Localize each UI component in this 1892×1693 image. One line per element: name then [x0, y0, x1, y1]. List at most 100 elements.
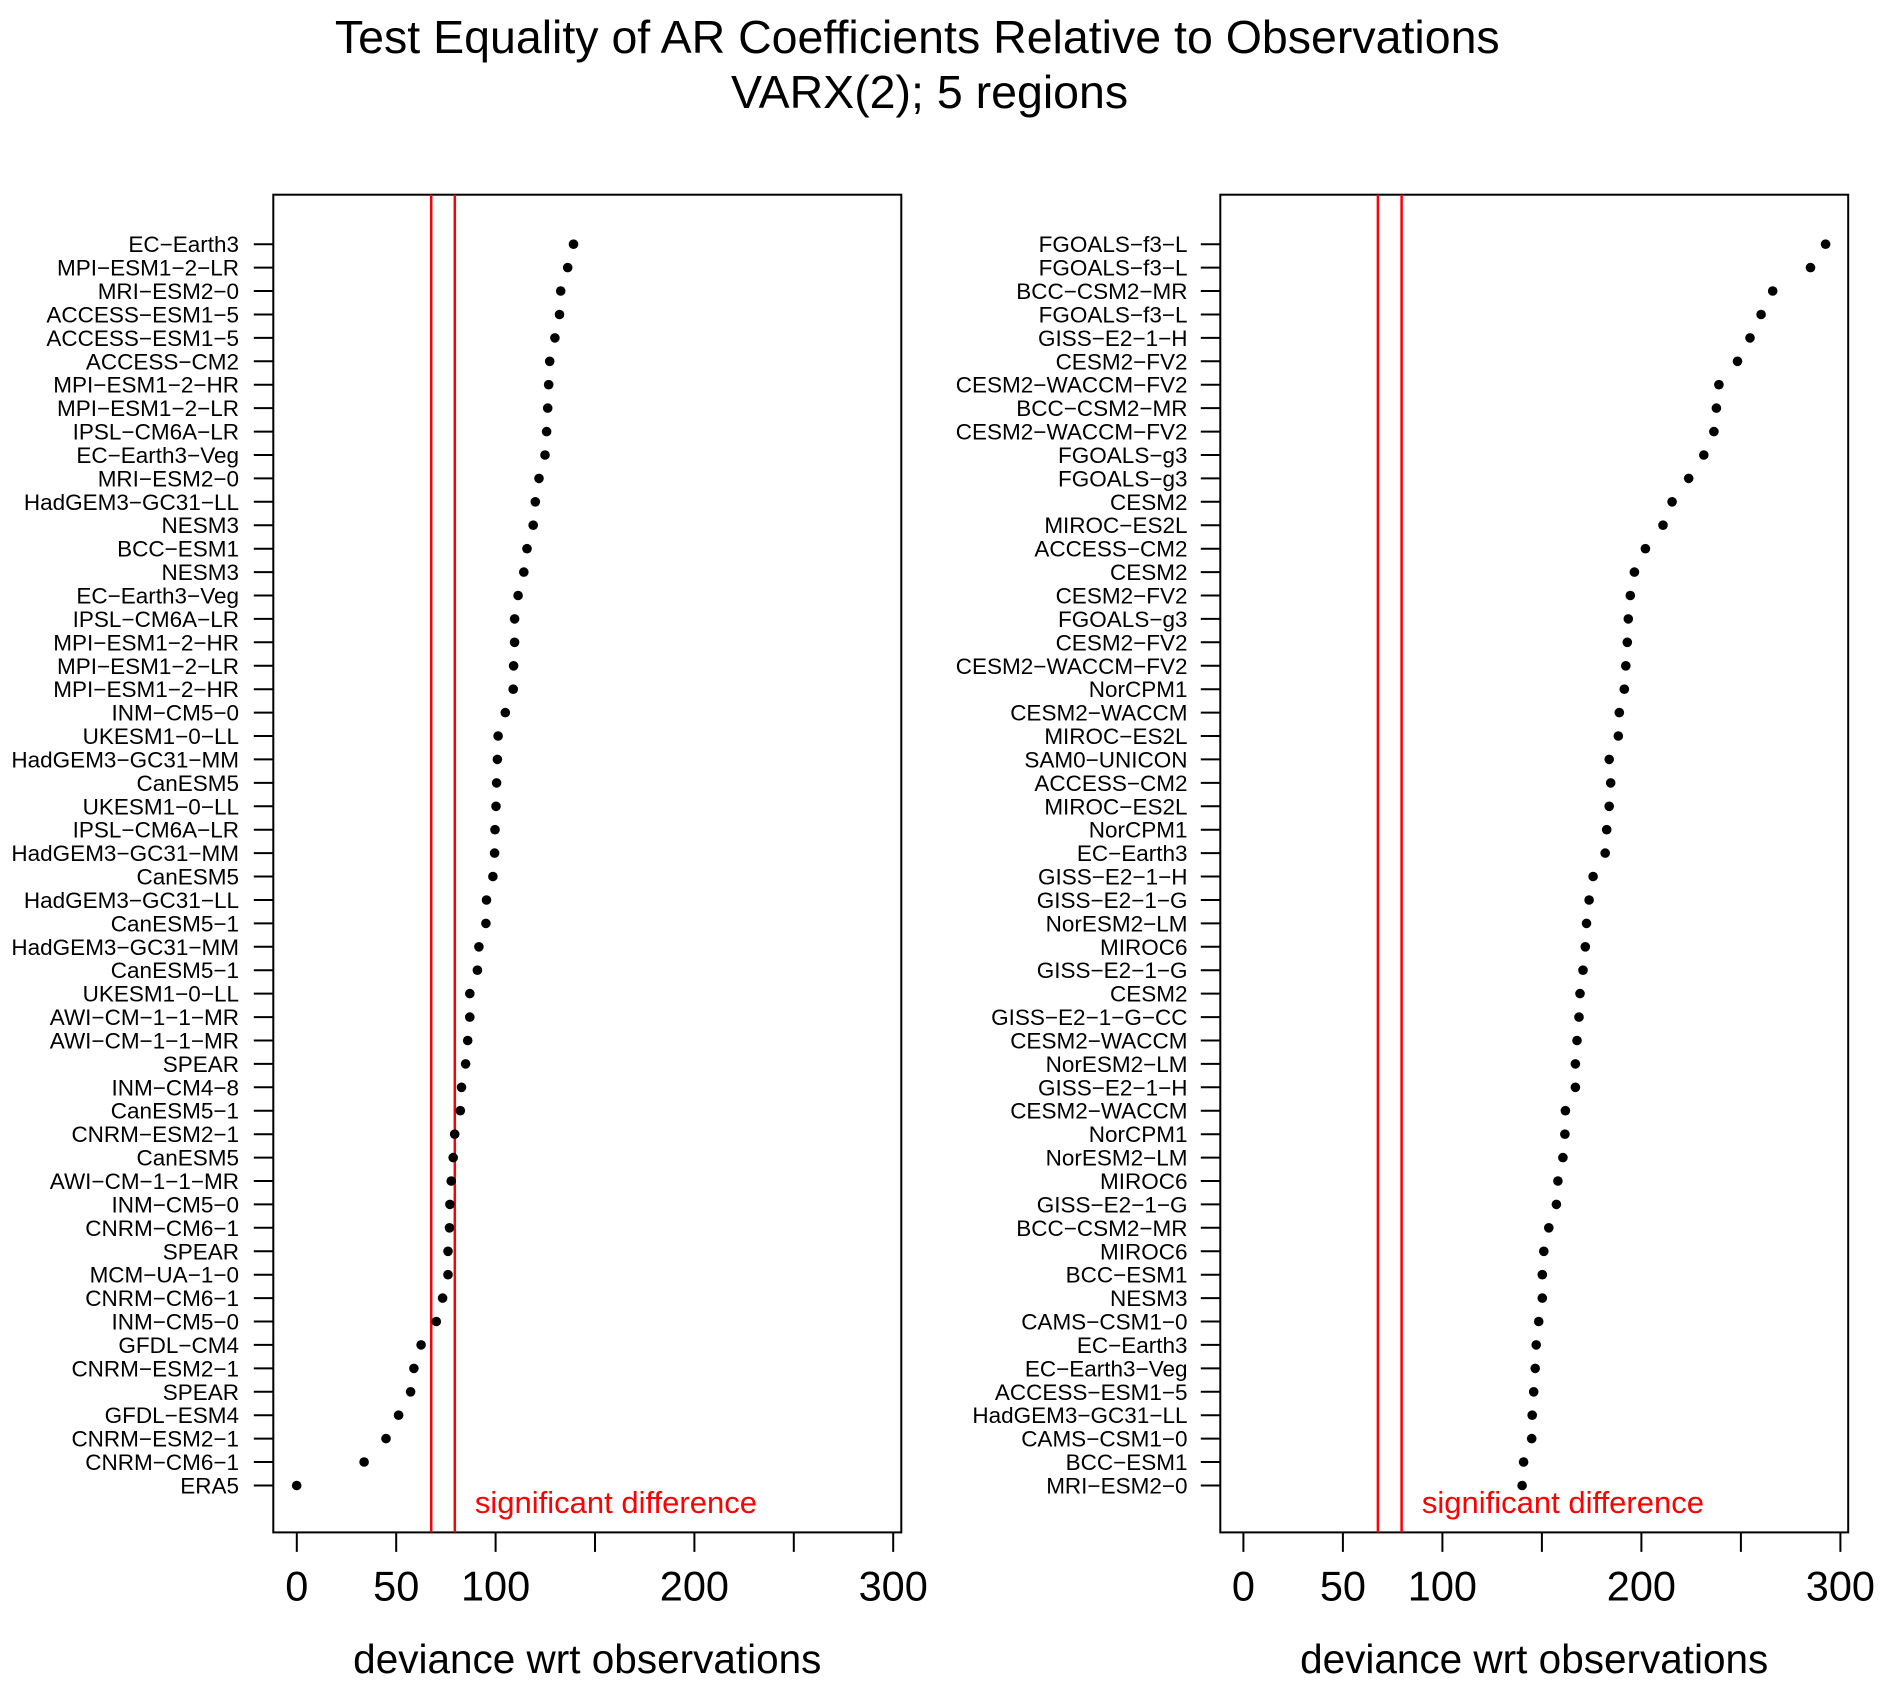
svg-text:significant difference: significant difference [475, 1485, 757, 1520]
svg-text:MIROC6: MIROC6 [1100, 1169, 1188, 1194]
svg-text:CAMS−CSM1−0: CAMS−CSM1−0 [1021, 1427, 1187, 1452]
svg-text:MIROC6: MIROC6 [1100, 1239, 1188, 1264]
svg-text:VARX(2); 5 regions: VARX(2); 5 regions [731, 66, 1128, 118]
svg-text:Test Equality of AR Coefficien: Test Equality of AR Coefficients Relativ… [335, 11, 1500, 63]
svg-text:SAM0−UNICON: SAM0−UNICON [1024, 747, 1187, 772]
svg-text:HadGEM3−GC31−MM: HadGEM3−GC31−MM [11, 747, 239, 772]
svg-text:MRI−ESM2−0: MRI−ESM2−0 [98, 466, 239, 491]
svg-text:deviance wrt observations: deviance wrt observations [353, 1636, 821, 1682]
svg-text:GISS−E2−1−H: GISS−E2−1−H [1038, 865, 1187, 890]
svg-text:ACCESS−CM2: ACCESS−CM2 [86, 349, 239, 374]
svg-text:MIROC−ES2L: MIROC−ES2L [1044, 513, 1187, 538]
svg-text:INM−CM5−0: INM−CM5−0 [111, 1310, 239, 1335]
svg-text:MRI−ESM2−0: MRI−ESM2−0 [98, 279, 239, 304]
svg-text:GFDL−ESM4: GFDL−ESM4 [105, 1403, 239, 1428]
svg-text:UKESM1−0−LL: UKESM1−0−LL [83, 982, 239, 1007]
svg-text:MCM−UA−1−0: MCM−UA−1−0 [90, 1263, 239, 1288]
svg-text:CESM2−FV2: CESM2−FV2 [1056, 349, 1188, 374]
svg-text:INM−CM5−0: INM−CM5−0 [111, 1192, 239, 1217]
svg-text:0: 0 [1232, 1563, 1255, 1610]
svg-text:FGOALS−f3−L: FGOALS−f3−L [1039, 256, 1188, 281]
svg-text:INM−CM4−8: INM−CM4−8 [111, 1075, 239, 1100]
svg-text:IPSL−CM6A−LR: IPSL−CM6A−LR [73, 420, 239, 445]
svg-text:300: 300 [859, 1563, 928, 1610]
svg-text:BCC−CSM2−MR: BCC−CSM2−MR [1016, 396, 1187, 421]
svg-text:CESM2−WACCM: CESM2−WACCM [1010, 1099, 1187, 1124]
svg-text:FGOALS−f3−L: FGOALS−f3−L [1039, 232, 1188, 257]
svg-text:HadGEM3−GC31−LL: HadGEM3−GC31−LL [24, 888, 239, 913]
svg-text:NESM3: NESM3 [161, 513, 239, 538]
svg-text:INM−CM5−0: INM−CM5−0 [111, 701, 239, 726]
svg-text:significant difference: significant difference [1422, 1485, 1704, 1520]
svg-text:NorESM2−LM: NorESM2−LM [1046, 1052, 1188, 1077]
svg-text:CanESM5−1: CanESM5−1 [111, 1099, 239, 1124]
svg-text:HadGEM3−GC31−LL: HadGEM3−GC31−LL [972, 1403, 1187, 1428]
svg-text:CESM2−WACCM−FV2: CESM2−WACCM−FV2 [956, 654, 1188, 679]
svg-text:ACCESS−CM2: ACCESS−CM2 [1034, 537, 1187, 562]
svg-text:GISS−E2−1−H: GISS−E2−1−H [1038, 326, 1187, 351]
svg-text:BCC−ESM1: BCC−ESM1 [1066, 1263, 1188, 1288]
svg-text:200: 200 [1607, 1563, 1676, 1610]
svg-text:AWI−CM−1−1−MR: AWI−CM−1−1−MR [50, 1169, 239, 1194]
svg-text:GISS−E2−1−G: GISS−E2−1−G [1037, 958, 1188, 983]
svg-text:NESM3: NESM3 [161, 560, 239, 585]
svg-text:CanESM5−1: CanESM5−1 [111, 958, 239, 983]
svg-text:ACCESS−ESM1−5: ACCESS−ESM1−5 [995, 1380, 1188, 1405]
svg-text:NorESM2−LM: NorESM2−LM [1046, 1146, 1188, 1171]
svg-text:100: 100 [1408, 1563, 1477, 1610]
svg-text:NorCPM1: NorCPM1 [1089, 1122, 1188, 1147]
svg-text:FGOALS−g3: FGOALS−g3 [1058, 443, 1187, 468]
svg-text:GISS−E2−1−G: GISS−E2−1−G [1037, 1192, 1188, 1217]
svg-text:MPI−ESM1−2−LR: MPI−ESM1−2−LR [57, 654, 239, 679]
svg-text:CESM2−WACCM: CESM2−WACCM [1010, 1029, 1187, 1054]
svg-text:200: 200 [660, 1563, 729, 1610]
svg-text:50: 50 [1320, 1563, 1366, 1610]
svg-text:50: 50 [373, 1563, 419, 1610]
svg-text:NorESM2−LM: NorESM2−LM [1046, 911, 1188, 936]
svg-text:GFDL−CM4: GFDL−CM4 [118, 1333, 239, 1358]
svg-text:NorCPM1: NorCPM1 [1089, 677, 1188, 702]
svg-text:CanESM5−1: CanESM5−1 [111, 911, 239, 936]
svg-text:BCC−ESM1: BCC−ESM1 [117, 537, 239, 562]
svg-text:0: 0 [285, 1563, 308, 1610]
svg-text:MIROC6: MIROC6 [1100, 935, 1188, 960]
svg-text:EC−Earth3−Veg: EC−Earth3−Veg [1025, 1356, 1188, 1381]
svg-text:MIROC−ES2L: MIROC−ES2L [1044, 724, 1187, 749]
svg-text:MPI−ESM1−2−LR: MPI−ESM1−2−LR [57, 256, 239, 281]
svg-text:SPEAR: SPEAR [163, 1239, 239, 1264]
svg-text:MPI−ESM1−2−HR: MPI−ESM1−2−HR [53, 373, 239, 398]
svg-text:ACCESS−CM2: ACCESS−CM2 [1034, 771, 1187, 796]
svg-text:CESM2−WACCM−FV2: CESM2−WACCM−FV2 [956, 420, 1188, 445]
svg-text:FGOALS−g3: FGOALS−g3 [1058, 466, 1187, 491]
svg-text:CESM2−WACCM: CESM2−WACCM [1010, 701, 1187, 726]
svg-text:100: 100 [461, 1563, 530, 1610]
svg-text:CESM2: CESM2 [1110, 560, 1188, 585]
svg-text:EC−Earth3: EC−Earth3 [1077, 1333, 1188, 1358]
svg-text:UKESM1−0−LL: UKESM1−0−LL [83, 794, 239, 819]
svg-text:FGOALS−g3: FGOALS−g3 [1058, 607, 1187, 632]
svg-text:IPSL−CM6A−LR: IPSL−CM6A−LR [73, 818, 239, 843]
svg-text:CESM2: CESM2 [1110, 490, 1188, 515]
svg-text:CNRM−ESM2−1: CNRM−ESM2−1 [71, 1427, 239, 1452]
svg-text:EC−Earth3: EC−Earth3 [1077, 841, 1188, 866]
svg-text:FGOALS−f3−L: FGOALS−f3−L [1039, 303, 1188, 328]
svg-text:CNRM−CM6−1: CNRM−CM6−1 [85, 1450, 239, 1475]
svg-text:EC−Earth3−Veg: EC−Earth3−Veg [76, 584, 239, 609]
svg-text:MRI−ESM2−0: MRI−ESM2−0 [1046, 1474, 1187, 1499]
svg-text:IPSL−CM6A−LR: IPSL−CM6A−LR [73, 607, 239, 632]
svg-text:HadGEM3−GC31−MM: HadGEM3−GC31−MM [11, 935, 239, 960]
svg-text:BCC−ESM1: BCC−ESM1 [1066, 1450, 1188, 1475]
svg-text:GISS−E2−1−H: GISS−E2−1−H [1038, 1075, 1187, 1100]
svg-text:CESM2: CESM2 [1110, 982, 1188, 1007]
svg-text:SPEAR: SPEAR [163, 1380, 239, 1405]
svg-text:CAMS−CSM1−0: CAMS−CSM1−0 [1021, 1310, 1187, 1335]
svg-text:MPI−ESM1−2−HR: MPI−ESM1−2−HR [53, 677, 239, 702]
svg-text:NESM3: NESM3 [1110, 1286, 1188, 1311]
svg-text:GISS−E2−1−G: GISS−E2−1−G [1037, 888, 1188, 913]
svg-text:BCC−CSM2−MR: BCC−CSM2−MR [1016, 279, 1187, 304]
svg-text:BCC−CSM2−MR: BCC−CSM2−MR [1016, 1216, 1187, 1241]
svg-text:CESM2−FV2: CESM2−FV2 [1056, 630, 1188, 655]
svg-text:EC−Earth3−Veg: EC−Earth3−Veg [76, 443, 239, 468]
svg-text:CanESM5: CanESM5 [136, 1146, 239, 1171]
svg-text:GISS−E2−1−G−CC: GISS−E2−1−G−CC [991, 1005, 1187, 1030]
